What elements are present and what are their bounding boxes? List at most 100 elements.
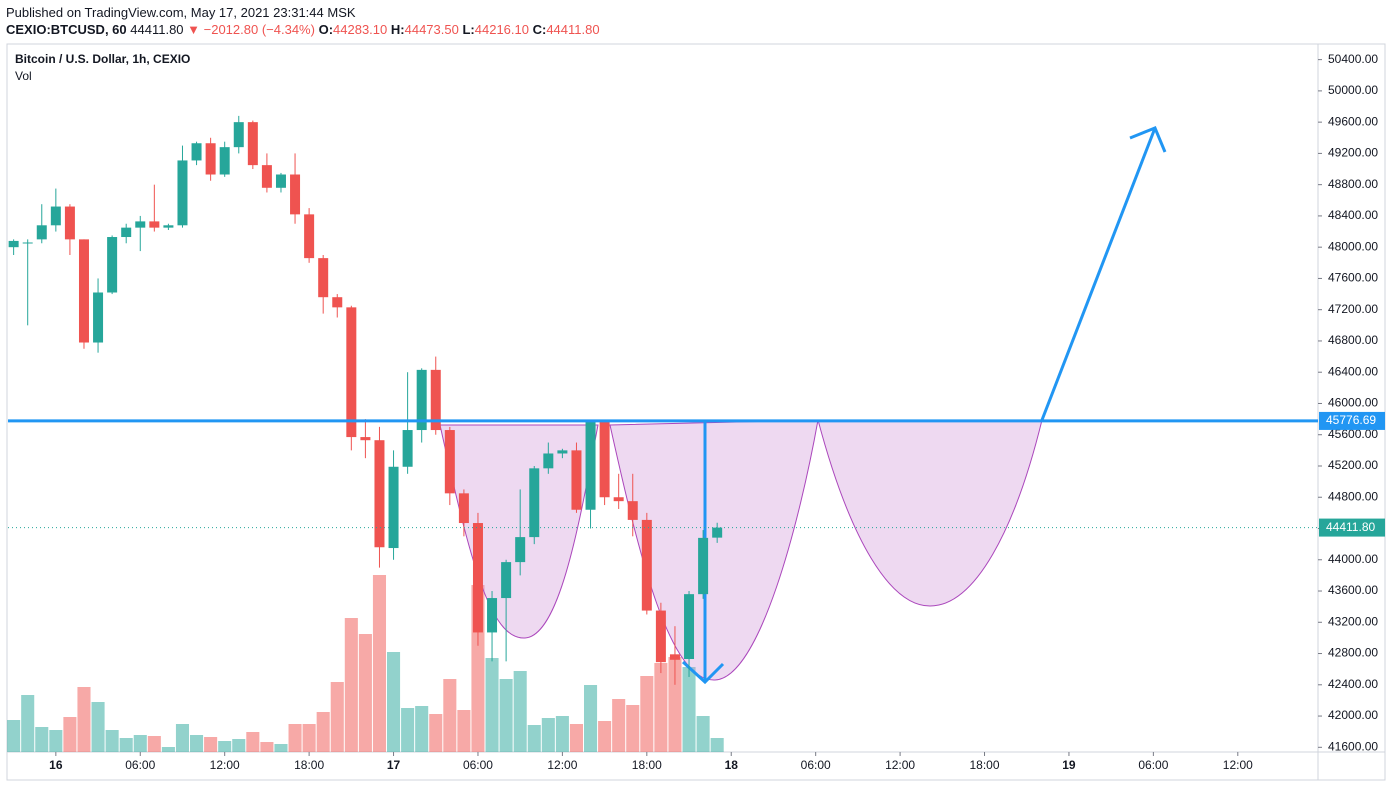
volume-bar (626, 705, 640, 752)
candle-body (22, 242, 33, 244)
volume-bar (415, 706, 429, 752)
volume-bar (344, 618, 358, 752)
y-tick-label: 43600.00 (1328, 583, 1378, 597)
candle-body (332, 297, 343, 308)
published-line: Published on TradingView.com, May 17, 20… (6, 5, 356, 20)
volume-bar (527, 725, 541, 752)
volume-bar (133, 735, 147, 752)
candle-body (599, 420, 610, 498)
candle-body (402, 430, 413, 467)
y-tick-label: 47600.00 (1328, 271, 1378, 285)
ohlc-key: L: (462, 22, 475, 37)
y-tick-label: 49200.00 (1328, 146, 1378, 160)
arrow-head (681, 660, 725, 685)
candle-body (233, 122, 244, 148)
ohlc-value: 44473.50 (404, 22, 459, 37)
candle-body (416, 369, 427, 431)
candle-body (712, 527, 723, 538)
y-tick-label: 42800.00 (1328, 646, 1378, 660)
ohlc-key: O: (318, 22, 334, 37)
volume-label: Vol (15, 69, 32, 83)
y-tick-label: 49600.00 (1328, 114, 1378, 128)
volume-bar (204, 737, 218, 752)
x-tick-label: 12:00 (885, 758, 915, 772)
chart-title: Bitcoin / U.S. Dollar, 1h, CEXIO (15, 52, 190, 66)
y-tick-label: 48400.00 (1328, 208, 1378, 222)
level-box (1319, 411, 1385, 430)
volume-bar (443, 679, 457, 752)
volume-bar (640, 676, 654, 752)
candle-body (50, 206, 61, 226)
x-tick-label: 06:00 (1138, 758, 1168, 772)
ohlc: O:44283.10 H:44473.50 L:44216.10 C:44411… (319, 22, 600, 37)
ohlc-value: 44216.10 (474, 22, 529, 37)
candle-body (655, 610, 666, 663)
x-tick-label: 06:00 (463, 758, 493, 772)
candle-body (458, 493, 469, 524)
volume-bar (260, 742, 274, 752)
y-tick-label: 48000.00 (1328, 239, 1378, 253)
volume-bar (696, 716, 710, 752)
candle-body (444, 430, 455, 494)
candle-body (557, 450, 568, 454)
volume-bar (175, 724, 190, 752)
change: ▼ −2012.80 (−4.34%) (187, 22, 315, 37)
level-label: 45776.69 (1326, 413, 1376, 427)
candle-body (360, 437, 371, 441)
candle-body (107, 237, 118, 293)
volume-bar (35, 727, 49, 752)
volume-bar (457, 710, 471, 752)
x-tick-label: 12:00 (547, 758, 577, 772)
y-tick-label: 44800.00 (1328, 489, 1378, 503)
y-tick-label: 46000.00 (1328, 396, 1378, 410)
ohlc-value: 44411.80 (546, 22, 600, 37)
candle-body (290, 174, 301, 215)
candle-body (472, 523, 483, 633)
candle-body (219, 147, 230, 175)
last-price-box (1319, 518, 1385, 537)
volume-bar (105, 730, 119, 752)
symbol-line: CEXIO:BTCUSD, 60 44411.80 ▼ −2012.80 (−4… (6, 21, 600, 38)
volume-bar (513, 671, 527, 752)
volume-bar (274, 744, 288, 752)
volume-bar (541, 718, 555, 752)
volume-bar (485, 658, 499, 752)
volume-bar (316, 712, 330, 752)
candle-body (149, 221, 160, 228)
y-tick-label: 41600.00 (1328, 739, 1378, 753)
x-tick-label: 18:00 (294, 758, 324, 772)
x-tick-label: 18:00 (970, 758, 1000, 772)
candle-body (205, 143, 216, 175)
volume-bar (91, 702, 105, 752)
volume-bar (598, 721, 612, 752)
candle-body (261, 165, 272, 188)
ohlc-key: H: (390, 22, 405, 37)
volume-bar (147, 736, 161, 752)
volume-bar (330, 682, 344, 752)
x-tick-label: 18:00 (632, 758, 662, 772)
candle-body (191, 143, 202, 161)
volume-bar (372, 575, 387, 752)
y-tick-label: 46800.00 (1328, 333, 1378, 347)
volume-bar (569, 724, 583, 752)
x-tick-label: 12:00 (210, 758, 240, 772)
candle-body (8, 240, 19, 248)
y-tick-label: 47200.00 (1328, 302, 1378, 316)
volume-bar (682, 667, 696, 752)
y-tick-label: 45200.00 (1328, 458, 1378, 472)
pattern-drawings (439, 126, 1167, 685)
cup-shape (439, 424, 599, 639)
candle-body (64, 206, 75, 240)
candle-body (627, 501, 638, 520)
volume-bar (583, 685, 598, 752)
candle-body (501, 562, 512, 599)
y-tick-label: 42400.00 (1328, 677, 1378, 691)
candle-body (543, 453, 554, 469)
x-tick-label: 18 (725, 758, 739, 772)
volume-bar (63, 717, 77, 752)
volume-bar (612, 699, 626, 752)
header: Published on TradingView.com, May 17, 20… (6, 4, 600, 38)
candle-body (135, 221, 146, 228)
